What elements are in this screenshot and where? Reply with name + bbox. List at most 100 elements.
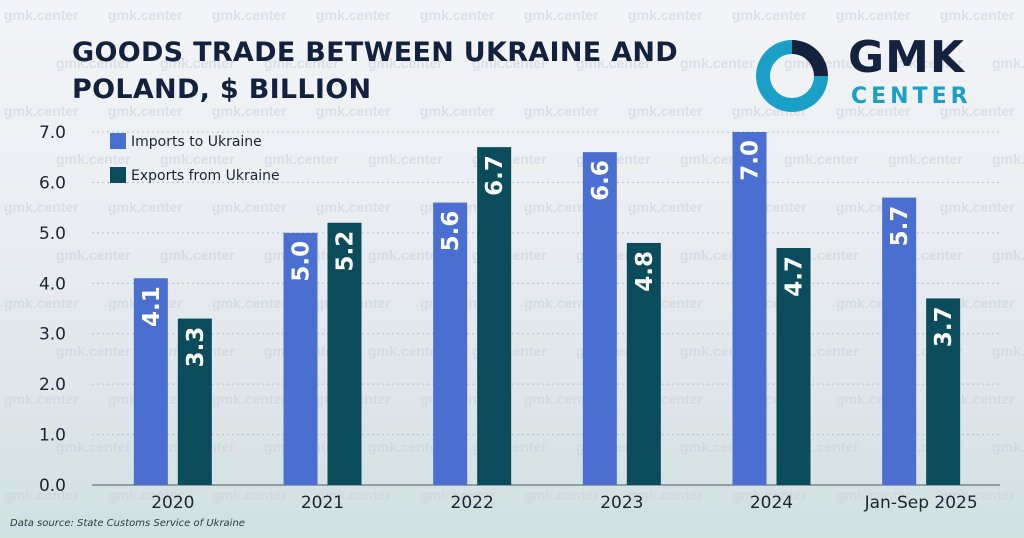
watermark-text: gmk.center (940, 103, 1015, 119)
watermark-text: gmk.center (108, 7, 183, 23)
watermark-text: gmk.center (56, 535, 131, 538)
y-tick-label: 1.0 (39, 426, 66, 446)
bar-value-label: 4.1 (139, 286, 165, 327)
watermark-text: gmk.center (992, 247, 1024, 263)
legend-label-imports: Imports to Ukraine (131, 134, 262, 150)
bar-value-label: 4.8 (632, 251, 658, 292)
bar-imports (732, 132, 767, 485)
gmk-center-logo: GMK CENTER (752, 32, 982, 116)
watermark-text: gmk.center (316, 103, 391, 119)
watermark-text: gmk.center (56, 247, 131, 263)
watermark-text: gmk.center (316, 199, 391, 215)
x-tick-label: Jan-Sep 2025 (864, 493, 978, 513)
bar-imports (283, 232, 318, 485)
watermark-text: gmk.center (368, 151, 443, 167)
y-tick-label: 0.0 (39, 476, 66, 496)
watermark-text: gmk.center (264, 151, 339, 167)
watermark-text: gmk.center (212, 391, 287, 407)
watermark-text: gmk.center (836, 487, 911, 503)
watermark-text: gmk.center (212, 487, 287, 503)
watermark-text: gmk.center (888, 535, 963, 538)
watermark-text: gmk.center (472, 55, 547, 71)
watermark-text: gmk.center (368, 55, 443, 71)
watermark-text: gmk.center (56, 343, 131, 359)
watermark-text: gmk.center (940, 199, 1015, 215)
watermark-text: gmk.center (368, 535, 443, 538)
watermark-text: gmk.center (212, 103, 287, 119)
watermark-text: gmk.center (264, 535, 339, 538)
watermark-text: gmk.center (56, 151, 131, 167)
watermark-text: gmk.center (160, 151, 235, 167)
watermark-text: gmk.center (992, 535, 1024, 538)
x-tick-label: 2024 (750, 493, 793, 513)
x-tick-label: 2023 (600, 493, 643, 513)
bar-exports (776, 247, 811, 485)
watermark-text: gmk.center (836, 103, 911, 119)
watermark-text: gmk.center (368, 439, 443, 455)
watermark-text: gmk.center (576, 535, 651, 538)
watermark-text: gmk.center (940, 7, 1015, 23)
watermark-text: gmk.center (56, 439, 131, 455)
y-tick-label: 6.0 (39, 173, 66, 193)
bar-value-label: 6.6 (588, 160, 614, 201)
watermark-text: gmk.center (992, 439, 1024, 455)
watermark-text: gmk.center (992, 343, 1024, 359)
watermark-text: gmk.center (784, 535, 859, 538)
bar-exports (477, 147, 512, 485)
watermark-text: gmk.center (4, 7, 79, 23)
watermark-text: gmk.center (732, 487, 807, 503)
watermark-text: gmk.center (368, 343, 443, 359)
chart-title: GOODS TRADE BETWEEN UKRAINE AND POLAND, … (72, 34, 678, 108)
watermark-text: gmk.center (212, 7, 287, 23)
watermark-text: gmk.center (524, 103, 599, 119)
bar-value-label: 4.7 (782, 256, 808, 297)
x-tick-label: 2021 (301, 493, 344, 513)
watermark-text: gmk.center (108, 487, 183, 503)
y-tick-label: 5.0 (39, 224, 66, 244)
watermark-text: gmk.center (628, 7, 703, 23)
watermark-text: gmk.center (888, 55, 963, 71)
logo-text-center: CENTER (851, 84, 972, 109)
watermark-text: gmk.center (628, 103, 703, 119)
watermark-text: gmk.center (212, 295, 287, 311)
y-tick-label: 7.0 (39, 123, 66, 143)
watermark-text: gmk.center (4, 199, 79, 215)
bar-exports (926, 298, 961, 485)
bar-value-label: 5.7 (887, 206, 913, 247)
x-tick-label: 2022 (451, 493, 494, 513)
watermark-text: gmk.center (4, 487, 79, 503)
watermark-text: gmk.center (368, 247, 443, 263)
bar-imports (882, 197, 917, 486)
watermark-text: gmk.center (420, 487, 495, 503)
title-line-2: POLAND, $ BILLION (72, 74, 372, 105)
bar-value-label: 5.2 (333, 231, 359, 272)
title-line-1: GOODS TRADE BETWEEN UKRAINE AND (72, 37, 679, 68)
watermark-text: gmk.center (992, 151, 1024, 167)
watermark-text: gmk.center (56, 55, 131, 71)
watermark-text: gmk.center (420, 7, 495, 23)
legend-label-exports: Exports from Ukraine (131, 168, 280, 184)
bar-value-label: 5.0 (289, 241, 315, 282)
watermark-text: gmk.center (524, 487, 599, 503)
bar-imports (433, 202, 468, 485)
legend-swatch-exports (110, 167, 126, 183)
legend-swatch-imports (110, 133, 126, 149)
watermark-text: gmk.center (888, 151, 963, 167)
data-source-note: Data source: State Customs Service of Uk… (10, 518, 245, 529)
bar-value-label: 3.3 (183, 327, 209, 368)
watermark-text: gmk.center (4, 391, 79, 407)
watermark-text: gmk.center (264, 55, 339, 71)
bar-exports (626, 242, 661, 485)
logo-text-gmk: GMK (848, 32, 965, 83)
watermark-text: gmk.center (628, 199, 703, 215)
watermark-text: gmk.center (524, 199, 599, 215)
bar-value-label: 3.7 (931, 306, 957, 347)
logo-ring-icon (756, 40, 828, 112)
watermark-text: gmk.center (4, 103, 79, 119)
watermark-text: gmk.center (4, 295, 79, 311)
watermark-text: gmk.center (576, 55, 651, 71)
watermark-text: gmk.center (628, 487, 703, 503)
watermark-text: gmk.center (212, 199, 287, 215)
watermark-text: gmk.center (420, 103, 495, 119)
